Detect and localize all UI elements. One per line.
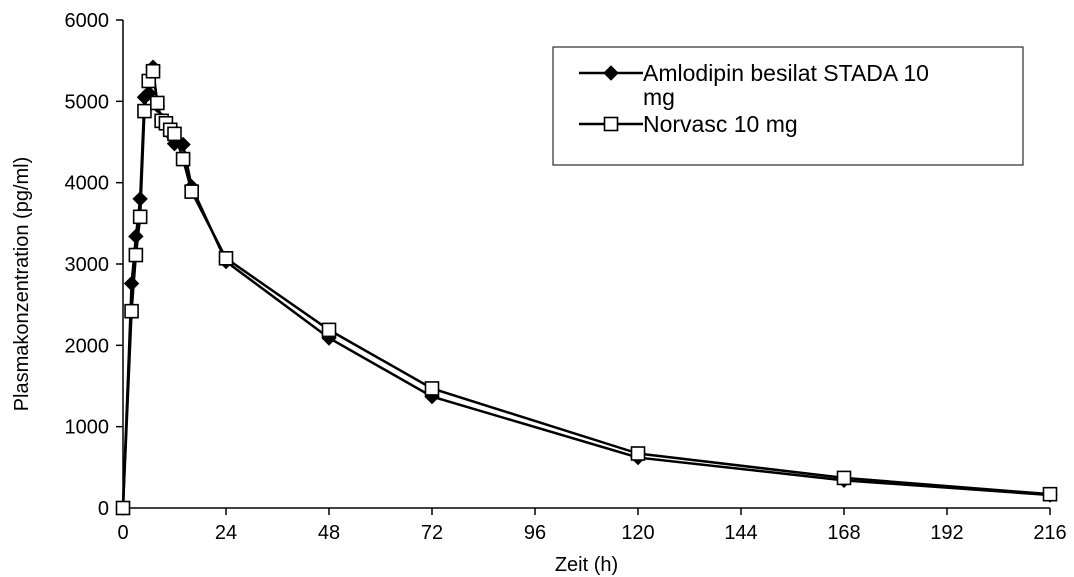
data-point-square xyxy=(1042,486,1058,502)
data-point-square xyxy=(124,303,139,319)
series-2 xyxy=(115,63,1058,516)
data-point-square xyxy=(137,103,152,119)
legend-label-line: mg xyxy=(643,84,675,110)
x-tick-label: 96 xyxy=(524,522,546,544)
x-tick-label: 192 xyxy=(930,522,963,544)
data-point-diamond xyxy=(123,275,140,292)
x-tick-label: 48 xyxy=(318,522,340,544)
legend-label: Norvasc 10 mg xyxy=(643,111,798,137)
y-tick-label: 1000 xyxy=(65,417,110,439)
data-point-square xyxy=(218,251,234,266)
data-point-square xyxy=(424,381,440,396)
y-axis-title: Plasmakonzentration (pg/ml) xyxy=(11,157,33,412)
y-ticks: 0 1000 2000 3000 4000 5000 6000 xyxy=(65,10,123,520)
legend-item-2: Norvasc 10 mg xyxy=(579,111,798,137)
y-tick-label: 6000 xyxy=(65,10,110,32)
x-tick-label: 144 xyxy=(724,522,757,544)
x-tick-label: 216 xyxy=(1033,522,1066,544)
data-point-diamond xyxy=(603,65,619,81)
data-point-square xyxy=(132,209,148,225)
x-tick-label: 120 xyxy=(621,522,654,544)
x-tick-label: 0 xyxy=(117,522,128,544)
x-axis-title: Zeit (h) xyxy=(555,554,618,576)
data-point-square xyxy=(630,446,646,461)
data-point-square xyxy=(603,116,619,132)
legend-item-1: Amlodipin besilat STADA 10 mg xyxy=(579,60,929,110)
y-tick-label: 0 xyxy=(98,498,109,520)
y-tick-label: 4000 xyxy=(65,173,110,195)
data-point-square xyxy=(175,151,191,167)
data-point-diamond xyxy=(128,228,144,245)
legend-label-line: Amlodipin besilat STADA 10 xyxy=(643,60,929,86)
x-tick-label: 72 xyxy=(421,522,443,544)
legend-box xyxy=(552,46,1024,166)
data-point-square xyxy=(115,500,131,516)
legend-label-line: Norvasc 10 mg xyxy=(643,111,798,137)
data-point-square xyxy=(128,247,144,263)
x-tick-label: 24 xyxy=(215,522,237,544)
series-layer xyxy=(115,59,1058,516)
x-tick-label: 168 xyxy=(827,522,860,544)
data-point-square xyxy=(145,63,161,79)
x-ticks: 0 24 48 72 96 120 144 168 192 216 xyxy=(117,508,1067,544)
data-point-square xyxy=(321,322,337,338)
y-tick-label: 2000 xyxy=(65,335,110,357)
y-tick-label: 5000 xyxy=(65,91,110,113)
y-tick-label: 3000 xyxy=(65,254,110,276)
data-point-square xyxy=(150,95,165,111)
data-point-square xyxy=(836,470,852,486)
data-point-square xyxy=(167,126,182,142)
legend-label: Amlodipin besilat STADA 10 mg xyxy=(643,60,929,110)
data-point-square xyxy=(184,184,199,199)
